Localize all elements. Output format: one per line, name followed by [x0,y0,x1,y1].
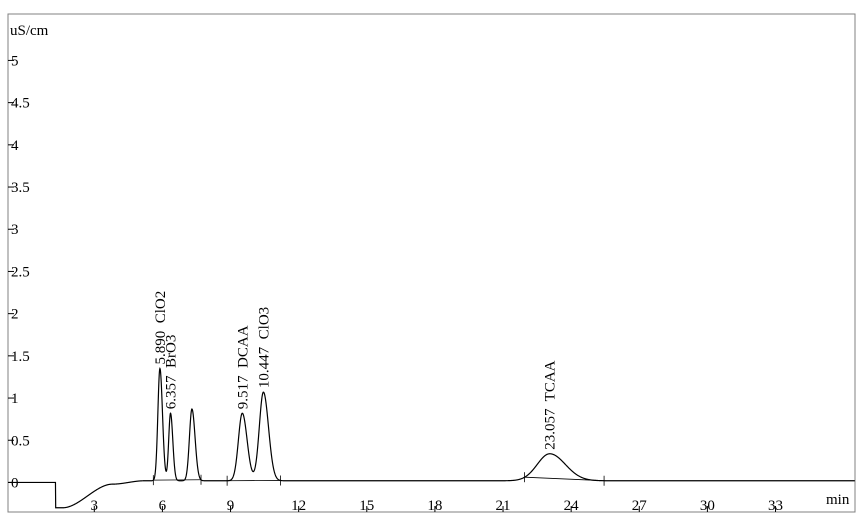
peak-label: 6.357 BrO3 [164,335,180,410]
x-tick-label: 15 [359,498,374,514]
y-tick-label: 4 [11,138,19,154]
y-tick-label: 5 [11,53,19,69]
x-tick-label: 30 [700,498,715,514]
y-axis-unit-label: uS/cm [10,23,49,39]
chromatogram-trace [8,366,855,509]
x-tick-label: 24 [564,498,580,514]
x-axis-unit-label: min [826,492,850,508]
y-tick-label: 1 [11,391,19,407]
x-tick-label: 18 [427,498,442,514]
y-tick-label: 0 [11,475,19,491]
x-tick-label: 6 [159,498,167,514]
y-tick-label: 0.5 [11,433,30,449]
x-tick-label: 3 [91,498,99,514]
peak-label: 23.057 TCAA [543,360,559,449]
x-tick-label: 21 [496,498,511,514]
x-axis-ticks: 3 6 9 12 15 18 21 24 27 30 33 [91,498,783,514]
y-tick-label: 2 [11,307,19,323]
x-tick-label: 9 [227,498,235,514]
x-tick-label: 33 [768,498,783,514]
peak-label: 5.890 ClO2 [153,291,169,365]
y-tick-label: 4.5 [11,96,30,112]
y-tick-label: 2.5 [11,264,30,280]
x-tick-label: 27 [632,498,648,514]
x-tick-label: 12 [291,498,306,514]
y-tick-label: 3 [11,222,19,238]
peak-label: 10.447 ClO3 [256,307,272,388]
y-axis-ticks: 0 0.5 1 1.5 2 2.5 3 3.5 4 4.5 5 [8,53,30,491]
y-tick-label: 3.5 [11,180,30,196]
peak-label: 9.517 DCAA [235,325,251,409]
y-tick-label: 1.5 [11,349,30,365]
plot-frame [7,13,856,513]
integration-baselines [152,472,605,486]
